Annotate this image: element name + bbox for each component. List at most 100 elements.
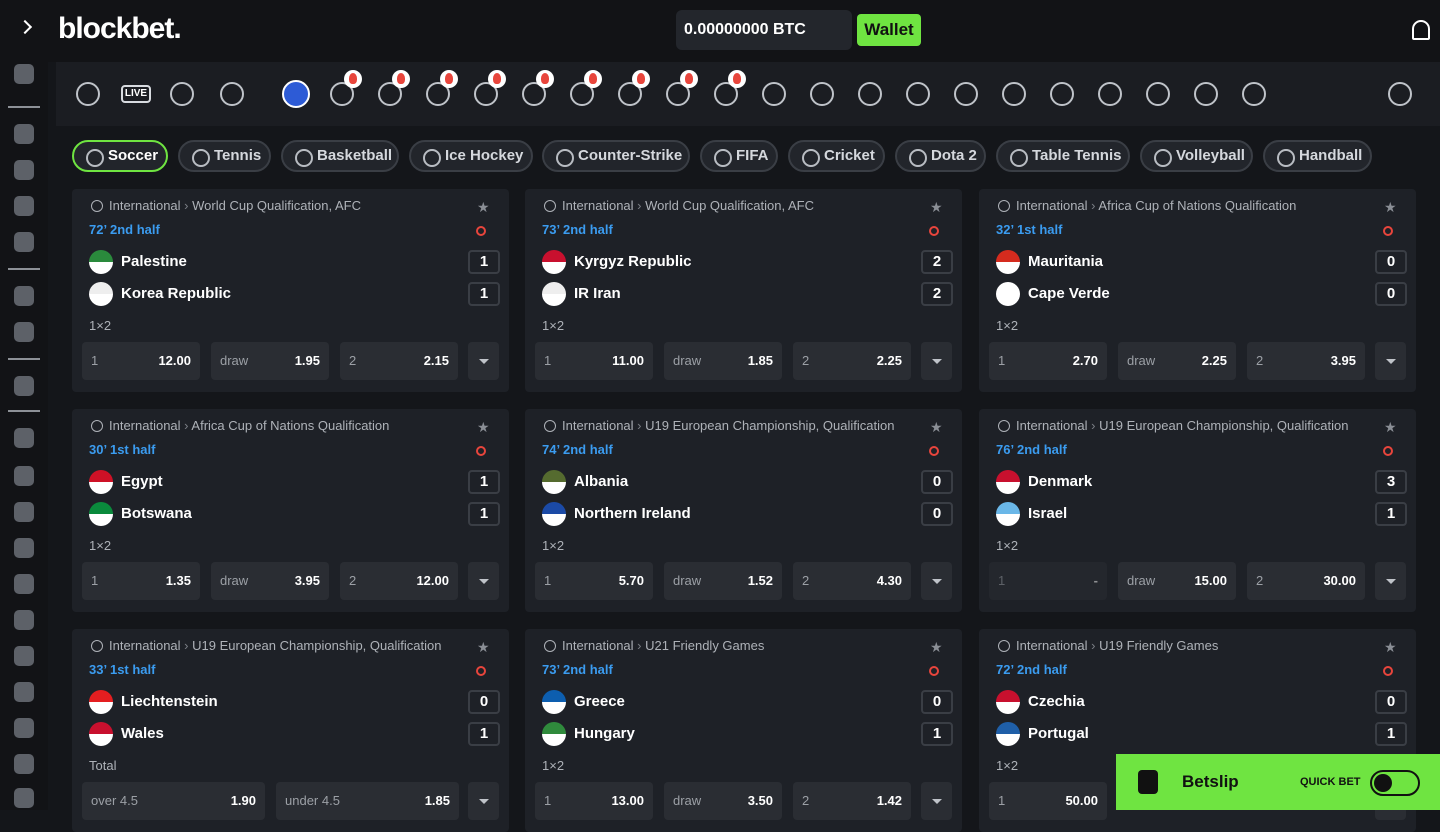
nav-icon[interactable] — [570, 82, 594, 106]
nav-icon[interactable] — [170, 82, 194, 106]
nav-icon[interactable] — [426, 82, 450, 106]
sport-tab[interactable]: Soccer — [72, 140, 168, 172]
odds-button[interactable]: 1 13.00 — [535, 782, 653, 820]
odds-button[interactable]: draw 1.52 — [664, 562, 782, 600]
more-markets[interactable] — [468, 782, 499, 820]
nav-icon[interactable] — [1098, 82, 1122, 106]
nav-icon[interactable] — [858, 82, 882, 106]
sport-tab[interactable]: Counter-Strike — [542, 140, 690, 172]
odds-button[interactable]: under 4.5 1.85 — [276, 782, 459, 820]
match-card[interactable]: International › U19 European Championshi… — [525, 409, 962, 612]
favorite-star[interactable]: ★ — [1384, 199, 1397, 215]
nav-icon[interactable] — [810, 82, 834, 106]
odds-button[interactable]: draw 3.50 — [664, 782, 782, 820]
odds-button[interactable]: over 4.5 1.90 — [82, 782, 265, 820]
nav-icon[interactable] — [1388, 82, 1412, 106]
nav-icon[interactable] — [618, 82, 642, 106]
odds-button[interactable]: 1 2.70 — [989, 342, 1107, 380]
odds-button[interactable]: 1 1.35 — [82, 562, 200, 600]
more-markets[interactable] — [1375, 562, 1406, 600]
nav-icon[interactable] — [220, 82, 244, 106]
odds-button[interactable]: 1 12.00 — [82, 342, 200, 380]
sidebar-icon[interactable] — [14, 502, 34, 522]
odds-button[interactable]: draw 3.95 — [211, 562, 329, 600]
favorite-star[interactable]: ★ — [930, 639, 943, 655]
match-card[interactable]: International › World Cup Qualification,… — [525, 189, 962, 392]
odds-button[interactable]: draw 15.00 — [1118, 562, 1236, 600]
favorite-star[interactable]: ★ — [477, 419, 490, 435]
nav-icon[interactable] — [474, 82, 498, 106]
more-markets[interactable] — [921, 562, 952, 600]
odds-button[interactable]: 2 30.00 — [1247, 562, 1365, 600]
odds-button[interactable]: 2 2.25 — [793, 342, 911, 380]
nav-icon[interactable] — [1194, 82, 1218, 106]
favorite-star[interactable]: ★ — [477, 199, 490, 215]
odds-button[interactable]: draw 1.95 — [211, 342, 329, 380]
sidebar-icon[interactable] — [14, 64, 34, 84]
sidebar-icon[interactable] — [14, 428, 34, 448]
odds-button[interactable]: 1- — [989, 562, 1107, 600]
nav-icon[interactable] — [1146, 82, 1170, 106]
nav-icon[interactable] — [330, 82, 354, 106]
nav-icon[interactable] — [282, 80, 310, 108]
odds-button[interactable]: 2 12.00 — [340, 562, 458, 600]
sidebar-icon[interactable] — [14, 646, 34, 666]
nav-icon[interactable] — [906, 82, 930, 106]
nav-icon[interactable] — [378, 82, 402, 106]
odds-button[interactable]: draw 2.25 — [1118, 342, 1236, 380]
more-markets[interactable] — [921, 342, 952, 380]
quick-bet-toggle[interactable] — [1370, 770, 1420, 796]
nav-icon[interactable] — [76, 82, 100, 106]
sport-tab[interactable]: Ice Hockey — [409, 140, 533, 172]
nav-icon[interactable] — [1050, 82, 1074, 106]
sport-tab[interactable]: Dota 2 — [895, 140, 986, 172]
odds-button[interactable]: 2 4.30 — [793, 562, 911, 600]
profile-icon[interactable] — [1412, 20, 1430, 40]
favorite-star[interactable]: ★ — [1384, 419, 1397, 435]
sport-tab[interactable]: Table Tennis — [996, 140, 1130, 172]
sidebar-icon[interactable] — [14, 538, 34, 558]
match-card[interactable]: International › Africa Cup of Nations Qu… — [72, 409, 509, 612]
expand-arrow[interactable] — [17, 19, 33, 35]
match-card[interactable]: International › U21 Friendly Games ★ 73’ 2… — [525, 629, 962, 832]
nav-icon[interactable] — [522, 82, 546, 106]
odds-button[interactable]: draw 1.85 — [664, 342, 782, 380]
balance[interactable]: 0.00000000 BTC — [676, 10, 852, 50]
favorite-star[interactable]: ★ — [1384, 639, 1397, 655]
sport-tab[interactable]: FIFA — [700, 140, 778, 172]
more-markets[interactable] — [1375, 342, 1406, 380]
sidebar-icon[interactable] — [14, 466, 34, 486]
odds-button[interactable]: 2 2.15 — [340, 342, 458, 380]
live-button[interactable]: LIVE — [121, 85, 151, 103]
sidebar-icon[interactable] — [14, 682, 34, 702]
odds-button[interactable]: 1 5.70 — [535, 562, 653, 600]
odds-button[interactable]: 2 3.95 — [1247, 342, 1365, 380]
sidebar-icon[interactable] — [14, 610, 34, 630]
odds-button[interactable]: 1 11.00 — [535, 342, 653, 380]
betslip[interactable]: Betslip QUICK BET — [1116, 754, 1440, 810]
sidebar-icon[interactable] — [14, 124, 34, 144]
sidebar-icon[interactable] — [14, 232, 34, 252]
wallet-button[interactable]: Wallet — [857, 14, 921, 46]
sidebar-icon[interactable] — [14, 718, 34, 738]
sidebar-icon[interactable] — [14, 788, 34, 808]
sidebar-icon[interactable] — [14, 286, 34, 306]
sidebar-icon[interactable] — [14, 574, 34, 594]
favorite-star[interactable]: ★ — [930, 199, 943, 215]
sport-tab[interactable]: Basketball — [281, 140, 399, 172]
sport-tab[interactable]: Volleyball — [1140, 140, 1253, 172]
favorite-star[interactable]: ★ — [930, 419, 943, 435]
odds-button[interactable]: 1 50.00 — [989, 782, 1107, 820]
nav-icon[interactable] — [714, 82, 738, 106]
match-card[interactable]: International › U19 European Championshi… — [979, 409, 1416, 612]
more-markets[interactable] — [468, 562, 499, 600]
sidebar-icon[interactable] — [14, 376, 34, 396]
nav-icon[interactable] — [1242, 82, 1266, 106]
favorite-star[interactable]: ★ — [477, 639, 490, 655]
sport-tab[interactable]: Handball — [1263, 140, 1372, 172]
sidebar-icon[interactable] — [14, 196, 34, 216]
match-card[interactable]: International › World Cup Qualification,… — [72, 189, 509, 392]
match-card[interactable]: International › Africa Cup of Nations Qu… — [979, 189, 1416, 392]
betslip-title[interactable]: Betslip — [1182, 772, 1239, 791]
nav-icon[interactable] — [666, 82, 690, 106]
